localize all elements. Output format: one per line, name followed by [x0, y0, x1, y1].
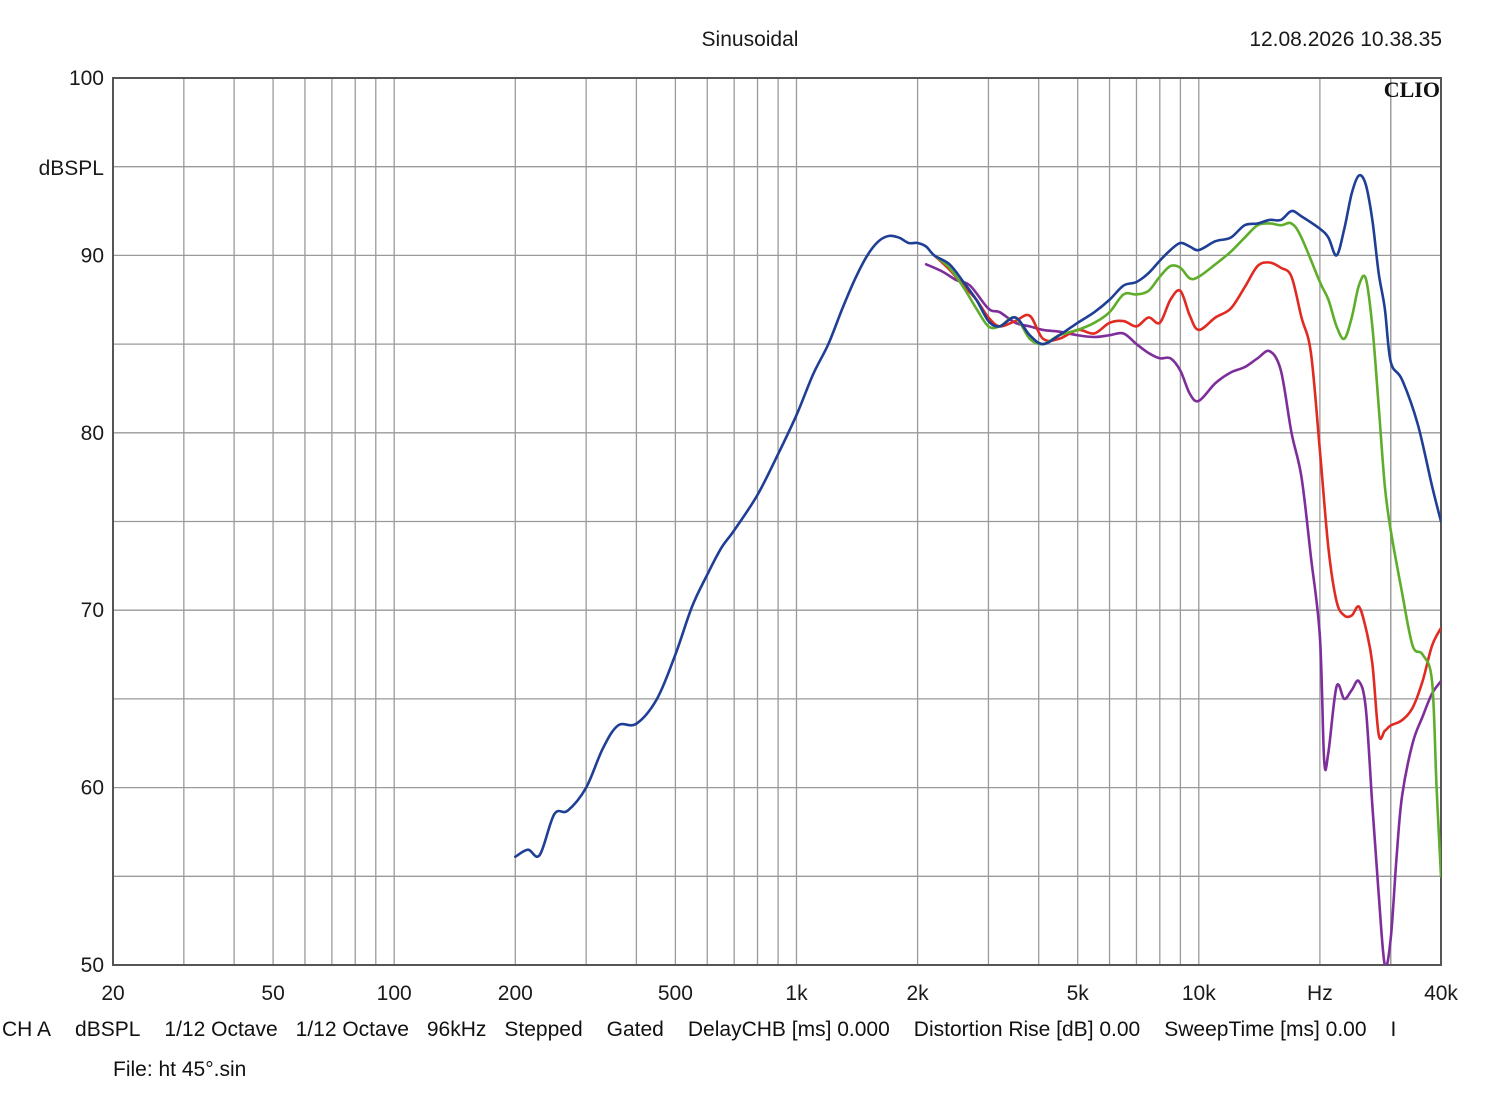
info-bar-item: Stepped	[504, 1018, 583, 1041]
y-axis-unit-label: dBSPL	[39, 157, 104, 180]
info-bar-item: I	[1390, 1018, 1397, 1041]
info-bar-item: 1/12 Octave	[295, 1018, 409, 1041]
chart-title: Sinusoidal	[702, 28, 799, 51]
series-line	[514, 173, 1441, 859]
info-bar-item: SweepTime [ms] 0.00	[1164, 1018, 1367, 1041]
info-bar-item: Gated	[606, 1018, 664, 1041]
info-bar-item: dBSPL	[75, 1018, 141, 1041]
x-tick-labels: 20 50 100 200 500 1k 2k 5k 10k Hz 40k	[101, 982, 1458, 1005]
info-bar-item: Distortion Rise [dB] 0.00	[913, 1018, 1141, 1041]
info-bar-item: CH A	[2, 1018, 52, 1041]
y-tick-label: 50	[81, 954, 104, 977]
y-tick-label: 100	[69, 67, 104, 90]
y-tick-label: 80	[81, 422, 104, 445]
x-tick-label: 50	[261, 982, 284, 1005]
x-tick-label: 100	[377, 982, 412, 1005]
file-name: File: ht 45°.sin	[113, 1058, 247, 1081]
series-line	[932, 254, 1441, 741]
x-tick-label: 200	[498, 982, 533, 1005]
x-tick-label: 10k	[1182, 982, 1216, 1005]
x-tick-label: 2k	[907, 982, 930, 1005]
timestamp: 12.08.2026 10.38.35	[1249, 28, 1442, 51]
series-line	[924, 262, 1441, 965]
x-tick-label: Hz	[1307, 982, 1333, 1005]
brand-logo: CLIO	[1384, 77, 1440, 102]
info-bar-item: 96kHz	[426, 1018, 487, 1041]
x-tick-label: 20	[101, 982, 124, 1005]
grid	[113, 78, 1441, 965]
y-tick-label: 70	[81, 599, 104, 622]
info-bar-item: 1/12 Octave	[164, 1018, 278, 1041]
x-tick-label: 40k	[1424, 982, 1458, 1005]
x-tick-label: 5k	[1067, 982, 1090, 1005]
x-tick-label: 1k	[785, 982, 808, 1005]
info-bar-item: DelayCHB [ms] 0.000	[687, 1018, 890, 1041]
x-tick-label: 500	[658, 982, 693, 1005]
y-tick-label: 60	[81, 777, 104, 800]
series-lines	[514, 173, 1441, 965]
measurement-info-bar: CH A dBSPL 1/12 Octave 1/12 Octave 96kHz Step…	[2, 1018, 1396, 1042]
series-line	[932, 221, 1441, 878]
frequency-response-chart: Sinusoidal 12.08.2026 10.38.35 CLIO dBSP…	[39, 28, 1459, 1005]
y-tick-labels: 100 90 80 70 60 50	[69, 67, 104, 977]
y-tick-label: 90	[81, 244, 104, 267]
